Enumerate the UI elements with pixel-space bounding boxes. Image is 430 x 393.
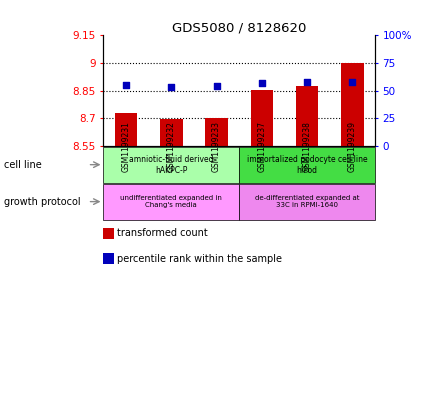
Bar — [205, 118, 227, 146]
Text: growth protocol: growth protocol — [4, 196, 81, 207]
Bar — [250, 90, 273, 146]
Text: GSM1199231: GSM1199231 — [121, 121, 130, 172]
Text: GSM1199232: GSM1199232 — [166, 121, 175, 172]
Text: transformed count: transformed count — [117, 228, 208, 239]
Point — [122, 82, 129, 88]
Text: GSM1199233: GSM1199233 — [212, 121, 221, 172]
Bar — [340, 63, 363, 146]
Text: undifferentiated expanded in
Chang's media: undifferentiated expanded in Chang's med… — [120, 195, 222, 208]
Point — [348, 79, 355, 85]
Text: GSM1199237: GSM1199237 — [257, 121, 266, 172]
Point — [168, 84, 175, 91]
Text: cell line: cell line — [4, 160, 42, 170]
Text: amniotic-fluid derived
hAKPC-P: amniotic-fluid derived hAKPC-P — [129, 154, 213, 175]
FancyBboxPatch shape — [239, 184, 374, 220]
FancyBboxPatch shape — [239, 147, 374, 183]
Text: immortalized podocyte cell line
hIPod: immortalized podocyte cell line hIPod — [246, 154, 366, 175]
Point — [213, 83, 220, 90]
Point — [258, 80, 265, 86]
Bar — [114, 113, 137, 146]
FancyBboxPatch shape — [103, 184, 239, 220]
Text: GSM1199239: GSM1199239 — [347, 121, 356, 172]
Text: percentile rank within the sample: percentile rank within the sample — [117, 254, 282, 264]
FancyBboxPatch shape — [103, 147, 239, 183]
Bar — [160, 119, 182, 146]
Title: GDS5080 / 8128620: GDS5080 / 8128620 — [172, 21, 306, 34]
Text: de-differentiated expanded at
33C in RPMI-1640: de-differentiated expanded at 33C in RPM… — [254, 195, 359, 208]
Text: GSM1199238: GSM1199238 — [302, 121, 311, 172]
Point — [303, 79, 310, 85]
Bar — [295, 86, 318, 146]
